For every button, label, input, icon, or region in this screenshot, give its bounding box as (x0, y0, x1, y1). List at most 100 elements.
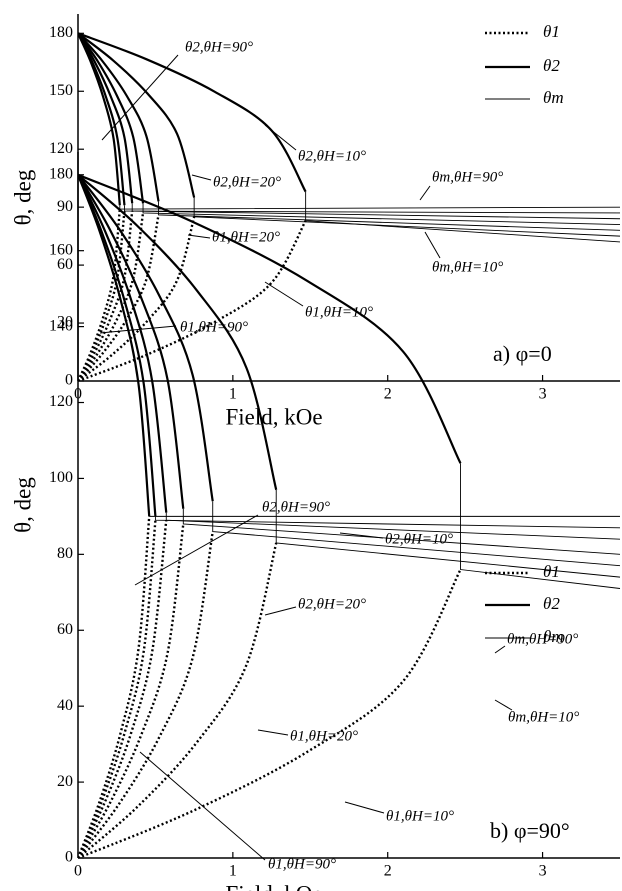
annotation: θ1,θH=90° (268, 856, 336, 872)
curve (124, 205, 621, 214)
curve (460, 463, 621, 589)
y-tick-label: 120 (49, 140, 73, 157)
annotation: θ2,θH=90° (262, 499, 330, 515)
annotation-arrow (187, 234, 211, 239)
curve (78, 523, 185, 858)
curve (78, 520, 168, 858)
y-tick-label: 180 (49, 165, 73, 182)
curve (78, 568, 462, 858)
annotation-arrow (339, 532, 384, 539)
y-tick-label: 0 (65, 849, 73, 866)
curve (275, 489, 621, 578)
annotation-arrow (494, 699, 513, 711)
y-tick-label: 0 (65, 372, 73, 389)
x-tick-label: 1 (229, 386, 237, 403)
x-axis-label: Field, kOe (225, 404, 322, 429)
annotation: θ1,θH=20° (290, 728, 358, 744)
y-tick-label: 60 (57, 256, 73, 273)
annotation-arrow (419, 185, 431, 201)
legend-label: θ2 (543, 594, 560, 613)
curve (142, 203, 621, 225)
curve (78, 520, 157, 858)
panel-label: a) φ=0 (493, 341, 552, 366)
x-tick-label: 1 (229, 863, 237, 880)
y-tick-label: 150 (49, 82, 73, 99)
curve (305, 191, 621, 243)
annotation: θm,θH=90° (507, 631, 578, 647)
annotation-arrow (424, 231, 441, 259)
legend-label: θm (543, 88, 564, 107)
y-tick-label: 40 (57, 697, 73, 714)
annotation: θ1,θH=10° (386, 808, 454, 824)
curve (193, 197, 621, 237)
curve (78, 173, 278, 491)
annotation: θm,θH=90° (432, 169, 503, 185)
annotation: θ2,θH=20° (213, 174, 281, 190)
y-tick-label: 160 (49, 241, 73, 258)
y-axis-label: θ, deg (10, 169, 35, 225)
curve (78, 174, 214, 502)
curve (78, 208, 122, 381)
annotation: θ1,θH=10° (305, 304, 373, 320)
annotation: θ1,θH=90° (180, 319, 248, 335)
annotation-arrow (101, 54, 179, 141)
x-axis-label: Field, kOe (225, 881, 322, 891)
curve (78, 32, 307, 193)
curve (78, 32, 121, 206)
annotation-arrow (264, 606, 297, 616)
annotation: θ2,θH=10° (385, 531, 453, 547)
panel-label: b) φ=90° (490, 818, 570, 843)
x-tick-label: 2 (384, 386, 392, 403)
y-axis-label: θ, deg (10, 477, 35, 533)
annotation: θ2,θH=10° (298, 148, 366, 164)
annotation-arrow (344, 801, 385, 814)
curve (78, 531, 214, 858)
x-tick-label: 0 (74, 863, 82, 880)
y-tick-label: 100 (49, 469, 73, 486)
y-tick-label: 180 (49, 24, 73, 41)
annotation: θm,θH=10° (432, 259, 503, 275)
curve (78, 212, 145, 381)
annotation: θ1,θH=20° (212, 229, 280, 245)
y-tick-label: 20 (57, 773, 73, 790)
annotation-arrow (264, 124, 297, 151)
annotation: θm,θH=10° (508, 709, 579, 725)
x-tick-label: 3 (539, 386, 547, 403)
curve (78, 32, 145, 204)
annotation: θ2,θH=20° (298, 596, 366, 612)
annotation: θ2,θH=90° (185, 39, 253, 55)
curve (78, 542, 278, 858)
curve (78, 32, 160, 202)
y-tick-label: 140 (49, 317, 73, 334)
x-tick-label: 3 (539, 863, 547, 880)
annotation-arrow (494, 645, 506, 654)
annotation-arrow (264, 281, 304, 307)
curve (119, 205, 621, 210)
curve (212, 501, 621, 567)
y-tick-label: 30 (57, 314, 73, 331)
annotation-arrow (191, 174, 212, 181)
x-tick-label: 2 (384, 863, 392, 880)
legend-label: θm (543, 627, 564, 646)
y-tick-label: 120 (49, 393, 73, 410)
annotation-arrow (99, 325, 177, 334)
y-tick-label: 60 (57, 621, 73, 638)
legend-label: θ2 (543, 56, 560, 75)
panel: 0204060801001201401601800123Field, kOeθ,… (10, 152, 621, 891)
annotation-arrow (134, 514, 259, 586)
annotation-arrow (139, 751, 266, 861)
curve (154, 516, 621, 529)
legend-label: θ1 (543, 22, 560, 41)
curve (182, 508, 621, 555)
curve (78, 173, 462, 464)
curve (78, 32, 196, 198)
curve (78, 516, 151, 858)
curve (78, 174, 168, 513)
curve (78, 220, 307, 381)
legend-label: θ1 (543, 562, 560, 581)
curve (78, 32, 134, 204)
y-tick-label: 80 (57, 545, 73, 562)
curve (78, 174, 157, 517)
